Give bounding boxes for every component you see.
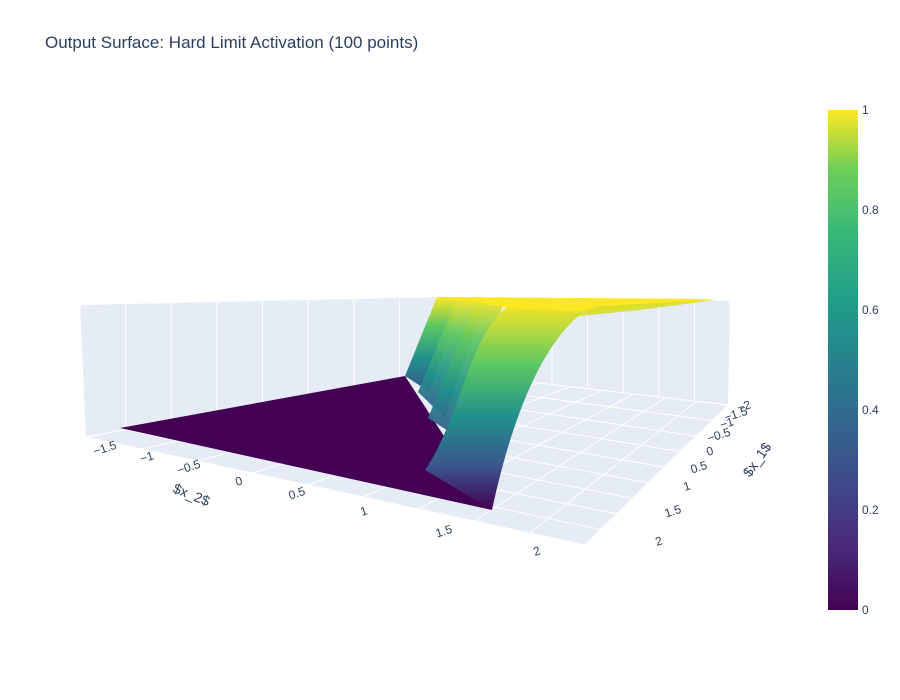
x2-tick-label: 1.5 <box>434 522 455 541</box>
surface-plateau <box>445 297 715 312</box>
x1-tick-label: −2 <box>735 397 753 415</box>
grid-line <box>85 436 586 546</box>
x2-tick-label: 1 <box>358 503 369 518</box>
colorbar-tick-label: 0.8 <box>862 203 879 217</box>
x1-tick-label: −0.5 <box>705 425 732 446</box>
x1-tick-label: 1 <box>681 478 692 493</box>
x1-tick-label: 2 <box>653 533 664 548</box>
colorbar: 0 0.2 0.4 0.6 0.8 1 <box>828 103 879 617</box>
x2-tick-label: −1 <box>138 448 156 466</box>
grid-line <box>473 397 666 522</box>
x1-tick-label: 0 <box>704 443 715 458</box>
colorbar-tick-label: 1 <box>862 103 869 117</box>
x2-tick-label: 0.5 <box>287 484 308 503</box>
chart-title: Output Surface: Hard Limit Activation (1… <box>45 33 419 52</box>
x2-tick-label: 2 <box>531 543 542 558</box>
x1-tick-label: 1.5 <box>663 502 684 521</box>
x2-tick-label: 0 <box>233 473 244 488</box>
colorbar-tick-label: 0 <box>862 603 869 617</box>
x2-tick-label: −1.5 <box>91 438 118 459</box>
surface-ridge-back <box>405 297 460 392</box>
colorbar-tick-label: 0.2 <box>862 503 879 517</box>
colorbar-tick-label: 0.6 <box>862 303 879 317</box>
grid-line <box>365 385 697 437</box>
surface-ramp <box>425 302 600 510</box>
x1-axis-title: $x_1$ <box>739 439 774 480</box>
colorbar-ticks: 0 0.2 0.4 0.6 0.8 1 <box>862 103 879 617</box>
x1-tick-label: 0.5 <box>689 458 710 477</box>
grid-line <box>584 404 729 546</box>
x2-axis-title: $x_2$ <box>171 480 213 509</box>
grid-line <box>529 400 697 534</box>
surface-floor <box>120 376 492 510</box>
x2-tick-label: −0.5 <box>175 457 202 478</box>
colorbar-gradient <box>828 110 858 610</box>
colorbar-tick-label: 0.4 <box>862 403 879 417</box>
x1-tick-label: −1 <box>718 414 736 432</box>
surface <box>120 297 715 510</box>
